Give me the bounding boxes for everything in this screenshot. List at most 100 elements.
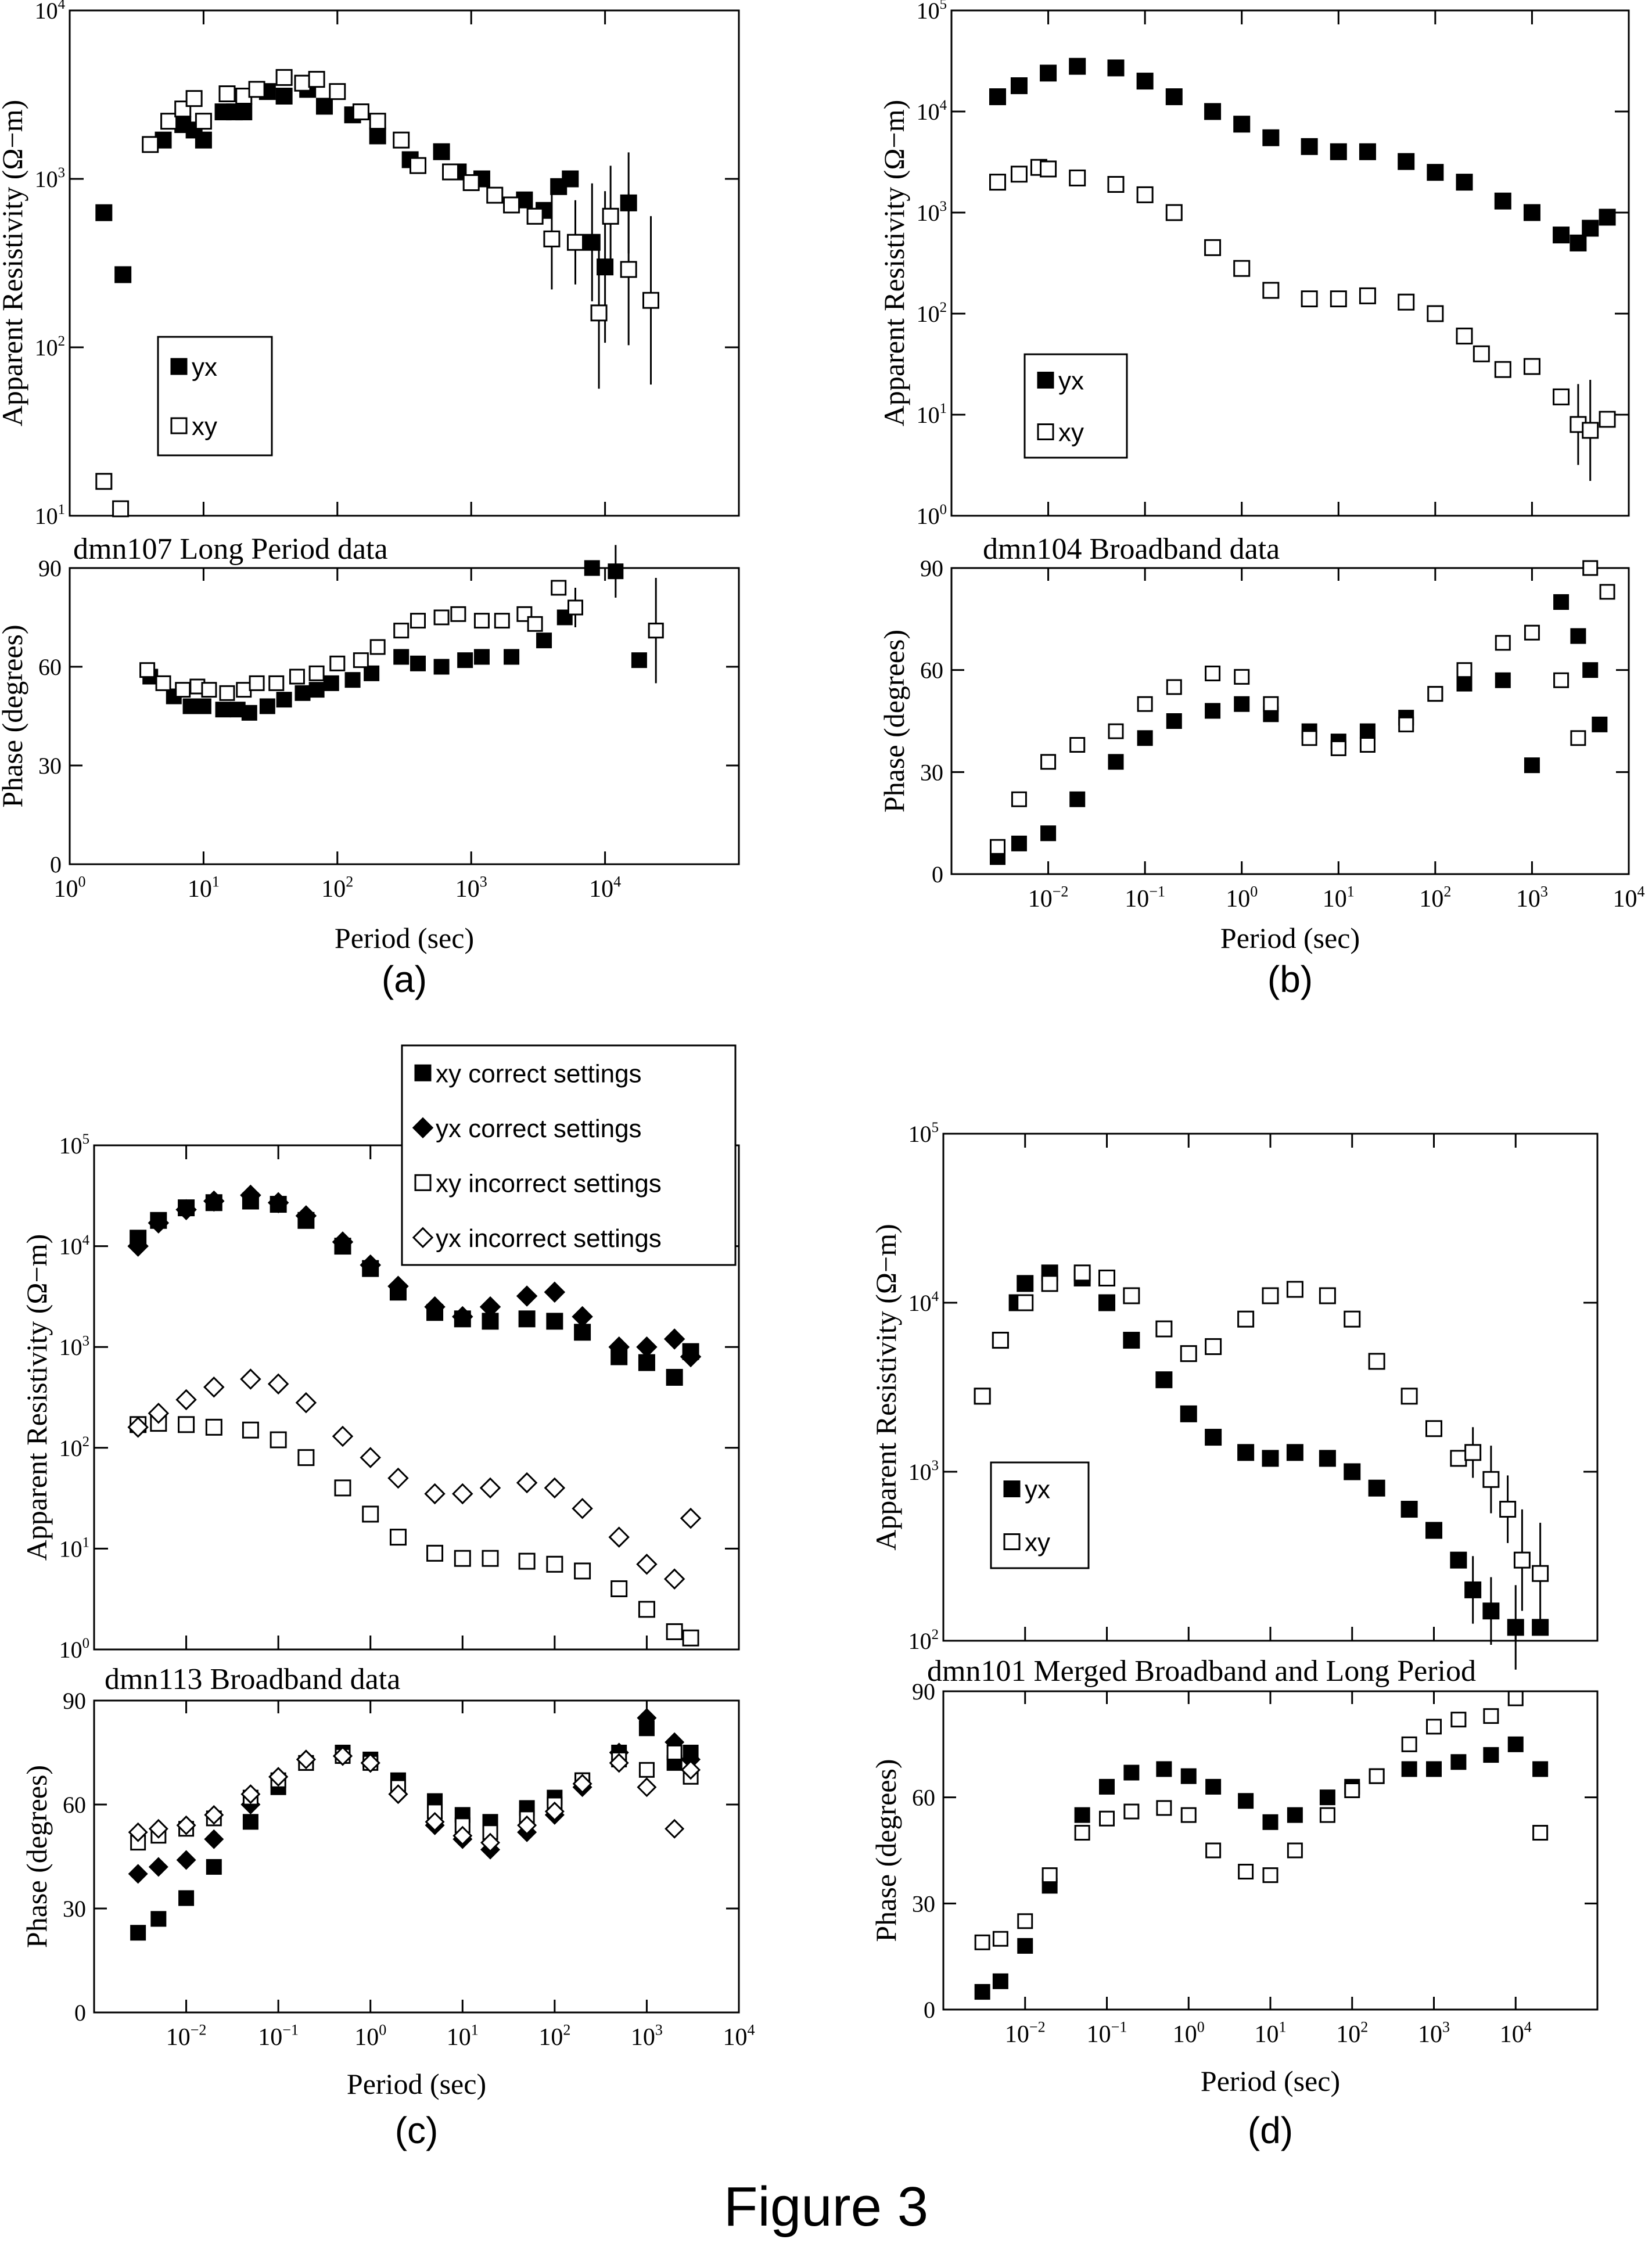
rho-y-tick-label: 101 [917, 401, 947, 428]
phase-data-point [1570, 730, 1586, 746]
rho-data-point [1040, 64, 1057, 82]
phase-data-point [329, 655, 346, 671]
rho-data-point [1041, 1275, 1058, 1292]
rho-data-point [1425, 1420, 1442, 1437]
phase-data-point [974, 1934, 990, 1950]
phase-data-point [353, 652, 369, 668]
rho-data-point [1359, 287, 1376, 304]
phase-data-point [289, 668, 305, 685]
phase-y-tick-label: 90 [912, 1678, 935, 1705]
rho-data-point [479, 1477, 501, 1499]
phase-data-point [1042, 1867, 1058, 1884]
rho-data-point [1017, 1294, 1034, 1311]
rho-data-point [1582, 220, 1599, 237]
phase-data-point [1287, 1807, 1303, 1823]
rho-data-point [1553, 388, 1570, 405]
phase-y-tick-label: 0 [932, 861, 943, 887]
phase-data-point [1483, 1747, 1499, 1763]
rho-y-tick-label: 105 [59, 1131, 89, 1159]
phase-data-point [648, 623, 664, 639]
x-axis-label: Period (sec) [1201, 2065, 1340, 2097]
phase-data-point [1156, 1800, 1172, 1816]
phase-data-point [1074, 1807, 1090, 1823]
rho-data-point [275, 88, 293, 105]
phase-data-point [410, 655, 426, 671]
phase-x-tick-label: 104 [589, 873, 621, 903]
rho-data-point [482, 1550, 499, 1567]
phase-y-tick-label: 30 [920, 759, 943, 785]
phase-data-point [1040, 825, 1057, 842]
phase-series-yx [989, 594, 1608, 865]
rho-y-tick-label: 103 [35, 165, 65, 192]
rho-series-yx-correct-settings [127, 1184, 702, 1368]
phase-data-point [242, 1814, 258, 1830]
rho-y-tick-label: 103 [59, 1333, 89, 1360]
rho-data-point [387, 1275, 409, 1297]
rho-data-point [1237, 1310, 1255, 1328]
phase-data-point [1495, 672, 1511, 688]
rho-data-point [1427, 305, 1444, 322]
phase-x-tick-label: 100 [354, 2021, 386, 2051]
rho-series-yx [974, 1264, 1549, 1670]
phase-data-point [1507, 1736, 1524, 1752]
figure-caption: Figure 3 [723, 2176, 929, 2238]
rho-data-point [369, 127, 386, 145]
rho-data-point [1599, 209, 1616, 226]
phase-data-point [1427, 686, 1443, 702]
phase-data-point [1017, 1913, 1033, 1929]
phase-data-point [1524, 757, 1540, 774]
rho-data-point [526, 207, 544, 225]
phase-y-axis-label: Phase (degrees) [870, 1759, 902, 1942]
phase-x-tick-label: 102 [1419, 883, 1451, 912]
phase-plot-frame [69, 567, 740, 865]
legend-label: xy [1025, 1529, 1050, 1557]
phase-x-tick-label: 10−2 [1005, 2018, 1046, 2048]
rho-data-point [1464, 1444, 1482, 1461]
rho-y-axis-label: Apparent Resistivity (Ω−m) [20, 1234, 53, 1561]
rho-y-tick-label: 104 [917, 98, 947, 125]
rho-data-point [1330, 143, 1347, 160]
phase-data-point [457, 652, 473, 668]
phase-data-point [452, 1825, 473, 1846]
rho-data-point [1450, 1551, 1467, 1569]
phase-data-point [1262, 1814, 1278, 1830]
phase-data-point [176, 1850, 196, 1870]
rho-data-point [636, 1336, 658, 1358]
phase-series-xy [139, 578, 664, 701]
phase-x-tick-label: 102 [1336, 2018, 1368, 2048]
rho-data-point [1330, 290, 1347, 308]
phase-data-point [1238, 1864, 1254, 1880]
phase-data-point [450, 606, 466, 622]
rho-data-point [1450, 1450, 1467, 1467]
rho-data-point [503, 196, 520, 214]
phase-data-point [1319, 1807, 1335, 1823]
phase-data-point [473, 649, 490, 665]
rho-data-point [454, 1550, 471, 1567]
rho-data-point [546, 1555, 563, 1573]
legend-label: yx [1025, 1476, 1050, 1504]
rho-data-point [518, 1552, 536, 1570]
phase-data-point [182, 698, 199, 714]
phase-data-point [195, 698, 211, 714]
phase-data-point [1234, 696, 1250, 712]
rho-data-point [590, 304, 608, 322]
phase-data-point [1287, 1842, 1303, 1859]
rho-data-point [203, 1376, 225, 1398]
rho-data-point [516, 1285, 538, 1307]
rho-data-point [1098, 1294, 1115, 1311]
phase-x-tick-label: 101 [1254, 2018, 1286, 2048]
phase-data-point [1369, 1768, 1385, 1784]
phase-data-point [1450, 1754, 1467, 1770]
rho-data-point [1262, 1450, 1279, 1467]
panel-label: (b) [1267, 958, 1313, 1000]
rho-data-point [297, 1449, 315, 1467]
rho-data-point [1456, 328, 1473, 345]
rho-data-point [185, 90, 203, 107]
phase-y-tick-label: 60 [63, 1792, 86, 1818]
rho-data-point [642, 292, 659, 309]
phase-data-point [1137, 730, 1153, 746]
phase-data-point [206, 1859, 222, 1875]
phase-data-point [637, 1708, 657, 1728]
